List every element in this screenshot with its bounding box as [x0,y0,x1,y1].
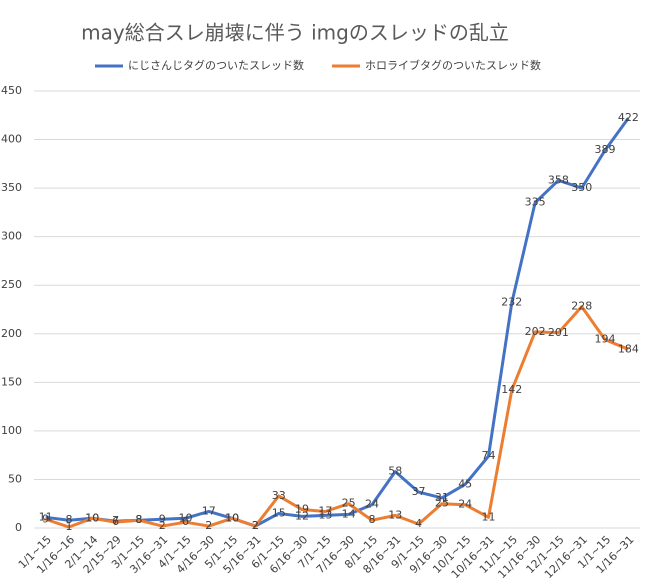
data-label: 9 [159,512,166,525]
data-label: 2 [159,519,166,532]
data-label: 8 [135,513,142,526]
data-label: 10 [225,511,239,524]
data-label: 24 [458,498,472,511]
data-label: 10 [179,511,193,524]
data-label: 10 [225,511,239,524]
data-label: 11 [482,510,496,523]
data-label: 232 [501,296,522,309]
data-label: 2 [205,519,212,532]
data-label: 19 [295,503,309,516]
data-label: 74 [482,449,496,462]
y-tick-label: 0 [15,521,22,534]
data-label: 358 [548,173,569,186]
data-label: 9 [42,512,49,525]
data-label: 1 [65,520,72,533]
data-label: 8 [368,513,375,526]
data-label: 33 [272,489,286,502]
data-label: 389 [595,143,616,156]
data-label: 24 [365,498,379,511]
data-label: 422 [618,111,639,124]
data-label: 4 [415,517,422,530]
y-tick-label: 50 [8,472,22,485]
data-label: 7 [112,514,119,527]
y-tick-label: 200 [1,327,22,340]
data-label: 45 [458,477,472,490]
data-label: 14 [342,507,356,520]
data-label: 17 [202,504,216,517]
y-tick-label: 150 [1,375,22,388]
data-label: 12 [295,509,309,522]
data-label: 25 [342,497,356,510]
data-label: 25 [435,497,449,510]
data-label: 335 [525,196,546,209]
data-label: 350 [571,181,592,194]
data-label: 58 [388,465,402,478]
legend-label: にじさんじタグのついたスレッド数 [128,58,304,72]
data-label: 8 [135,513,142,526]
y-tick-label: 400 [1,133,22,146]
data-label: 2 [252,519,259,532]
y-tick-label: 100 [1,424,22,437]
data-label: 194 [595,333,616,346]
data-label: 31 [435,491,449,504]
y-tick-label: 450 [1,84,22,97]
data-label: 228 [571,300,592,313]
data-label: 142 [501,383,522,396]
y-tick-label: 300 [1,230,22,243]
data-label: 202 [525,325,546,338]
data-label: 11 [39,510,53,523]
data-label: 6 [112,515,119,528]
y-tick-label: 250 [1,278,22,291]
legend-label: ホロライブタグのついたスレッド数 [365,58,541,72]
data-label: 10 [85,511,99,524]
data-label: 13 [388,508,402,521]
series-line [45,305,629,529]
y-tick-label: 350 [1,181,22,194]
data-label: 15 [272,506,286,519]
series-line [45,117,630,528]
data-label: 37 [412,485,426,498]
data-label: 201 [548,326,569,339]
chart-title: may総合スレ崩壊に伴う imgのスレッドの乱立 [81,21,509,45]
data-label: 2 [252,519,259,532]
data-label: 13 [318,508,332,521]
data-label: 6 [182,515,189,528]
data-label: 8 [65,513,72,526]
data-label: 184 [618,342,639,355]
data-label: 10 [85,511,99,524]
data-label: 17 [318,504,332,517]
